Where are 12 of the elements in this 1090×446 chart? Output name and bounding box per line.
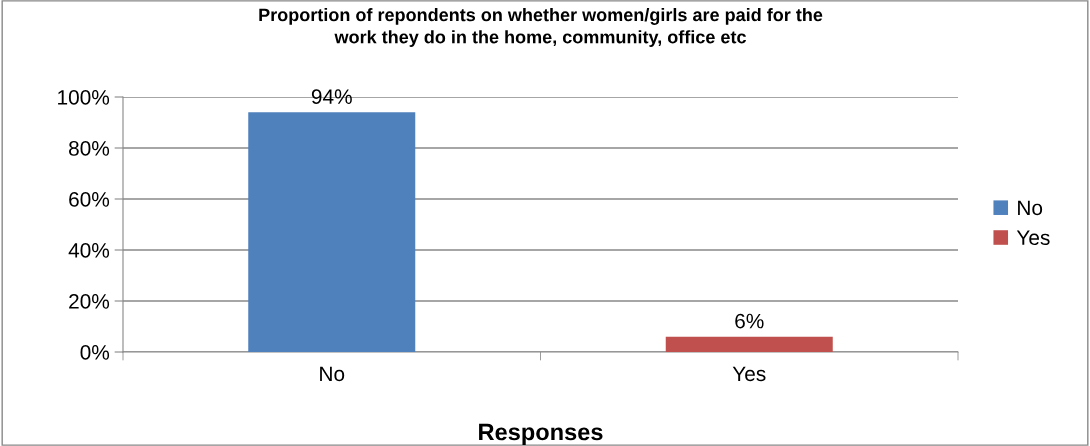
- data-label: 94%: [311, 89, 352, 105]
- y-tick-label: 80%: [69, 141, 110, 156]
- y-tick-label: 100%: [58, 90, 110, 105]
- legend-label: No: [1018, 200, 1043, 216]
- x-axis-title: Responses: [479, 423, 603, 446]
- y-tick-label: 20%: [69, 294, 110, 309]
- y-tick-label: 60%: [69, 192, 110, 207]
- legend-label: Yes: [1016, 230, 1050, 246]
- data-label: 6%: [735, 313, 764, 329]
- y-tick-label: 0%: [80, 345, 110, 360]
- chart-title: Proportion of repondents on whether women/girls are paid for the work they do in the home, community, office etc: [259, 8, 823, 47]
- y-tick-label: 40%: [68, 243, 110, 258]
